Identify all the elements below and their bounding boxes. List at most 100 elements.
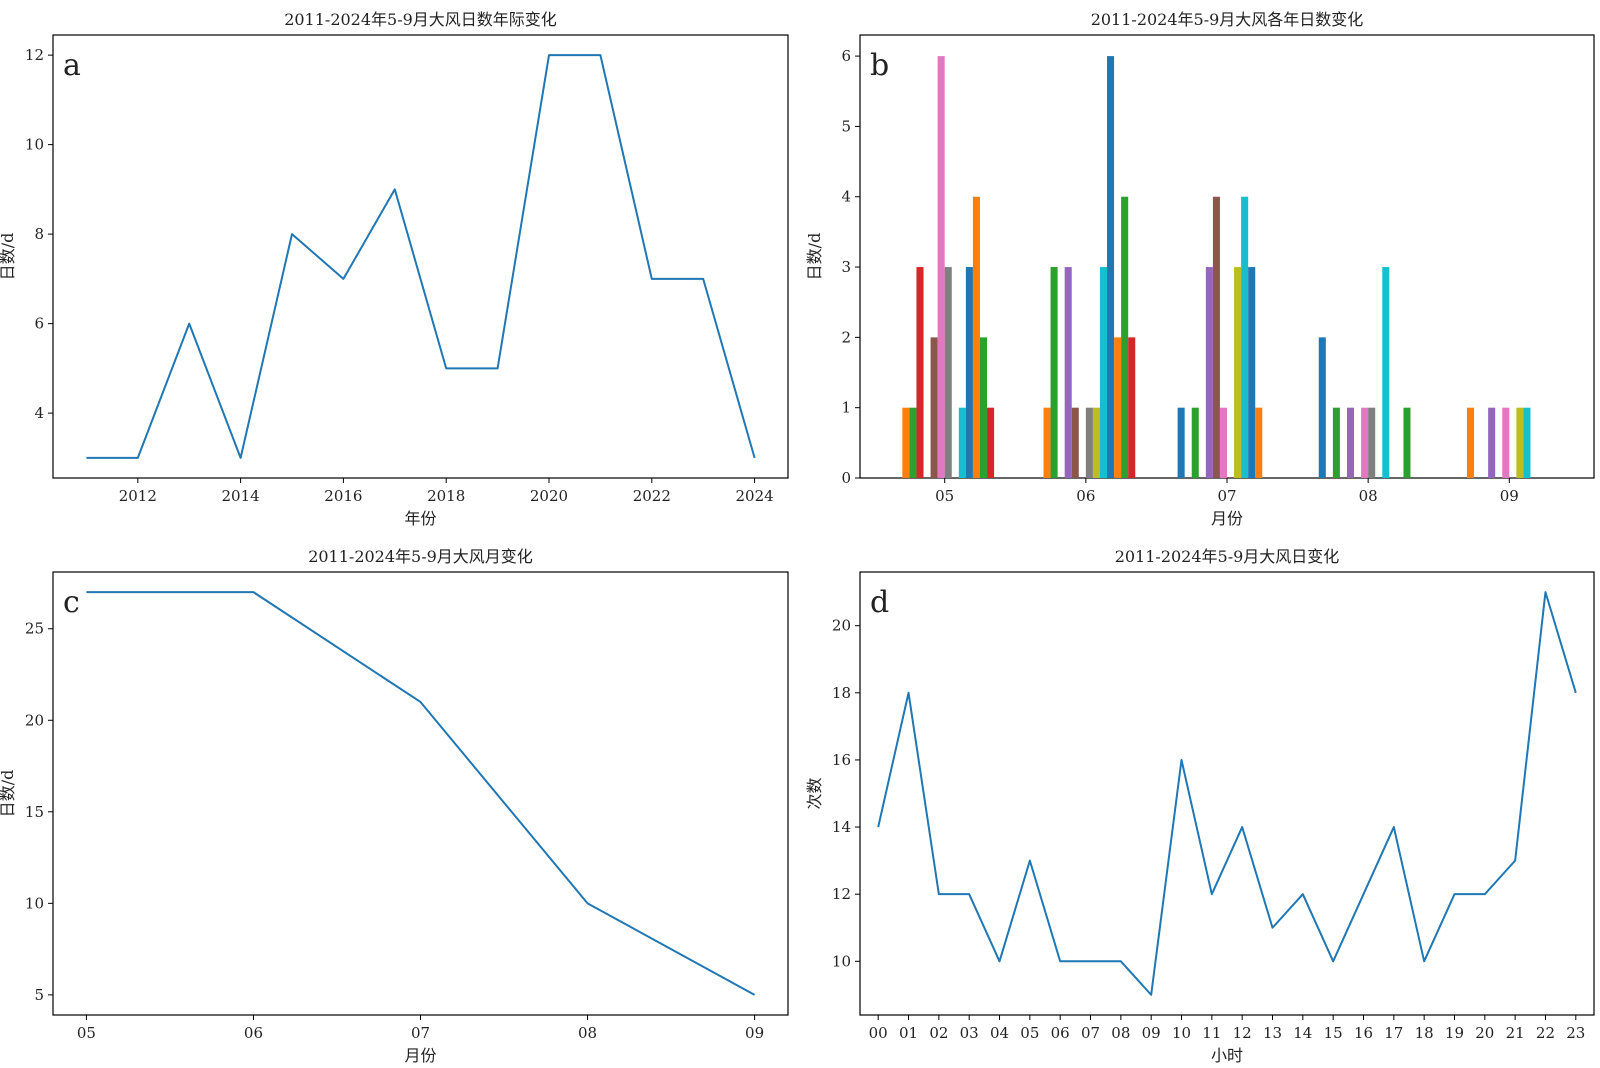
data-point (702, 278, 704, 280)
data-point (85, 591, 87, 593)
panel-label: c (63, 585, 80, 620)
x-tick-label: 18 (1415, 1024, 1434, 1042)
y-tick-label: 20 (25, 711, 44, 729)
bar (1318, 337, 1326, 478)
y-tick-label: 25 (25, 620, 44, 638)
x-tick-label: 22 (1536, 1024, 1555, 1042)
x-tick-label: 10 (1172, 1024, 1191, 1042)
bar (979, 337, 988, 478)
bar (1085, 407, 1093, 478)
x-tick-label: 01 (899, 1024, 918, 1042)
data-point (599, 54, 601, 56)
x-axis-label: 月份 (1211, 509, 1243, 528)
x-tick-label: 00 (869, 1024, 888, 1042)
data-point (1120, 960, 1122, 962)
y-tick-label: 16 (832, 751, 851, 769)
bar (1361, 407, 1369, 478)
y-tick-label: 6 (34, 315, 44, 333)
x-tick-label: 14 (1293, 1024, 1312, 1042)
bar (1248, 267, 1256, 478)
bar (937, 56, 945, 478)
data-point (651, 278, 653, 280)
data-point (342, 278, 344, 280)
bar (958, 407, 966, 478)
bar (1177, 407, 1185, 478)
y-axis-label: 日数/d (805, 233, 824, 281)
bar (1234, 267, 1242, 478)
bar (902, 407, 910, 478)
x-tick-label: 2014 (222, 487, 260, 505)
x-tick-label: 12 (1233, 1024, 1252, 1042)
bar (1050, 267, 1058, 478)
x-tick-label: 17 (1384, 1024, 1403, 1042)
y-tick-label: 14 (832, 818, 851, 836)
y-tick-label: 3 (841, 258, 851, 276)
y-tick-label: 10 (832, 952, 851, 970)
data-point (1332, 960, 1334, 962)
data-point (1302, 893, 1304, 895)
data-point (1181, 759, 1183, 761)
x-tick-label: 06 (1076, 487, 1095, 505)
y-tick-label: 0 (841, 469, 851, 487)
data-point (1575, 692, 1577, 694)
x-tick-label: 09 (745, 1024, 764, 1042)
x-tick-label: 11 (1202, 1024, 1221, 1042)
data-point (420, 701, 422, 703)
x-tick-label: 21 (1506, 1024, 1525, 1042)
y-tick-label: 5 (841, 117, 851, 135)
data-point (1090, 960, 1092, 962)
bar (1191, 407, 1199, 478)
bar (930, 337, 938, 478)
x-tick-label: 2012 (119, 487, 157, 505)
data-point (240, 457, 242, 459)
panel-label: d (870, 585, 889, 620)
x-tick-label: 08 (1111, 1024, 1130, 1042)
y-axis-label: 日数/d (0, 233, 17, 281)
data-point (394, 188, 396, 190)
bar (965, 267, 973, 478)
x-tick-label: 07 (411, 1024, 430, 1042)
data-point (137, 457, 139, 459)
y-axis-label: 日数/d (0, 770, 17, 818)
bar (972, 196, 980, 478)
data-point (1423, 960, 1425, 962)
x-tick-label: 23 (1566, 1024, 1585, 1042)
chart-title: 2011-2024年5-9月大风月变化 (308, 547, 533, 566)
series-line (86, 591, 756, 996)
data-point (1271, 927, 1273, 929)
x-tick-label: 16 (1354, 1024, 1373, 1042)
data-point (754, 457, 756, 459)
x-tick-label: 05 (935, 487, 954, 505)
x-tick-label: 13 (1263, 1024, 1282, 1042)
x-tick-label: 09 (1500, 487, 1519, 505)
x-tick-label: 05 (77, 1024, 96, 1042)
x-tick-label: 2022 (633, 487, 671, 505)
bar (1092, 407, 1100, 478)
x-tick-label: 03 (960, 1024, 979, 1042)
x-tick-label: 09 (1142, 1024, 1161, 1042)
axes-frame (52, 571, 789, 1016)
bar (1488, 407, 1496, 478)
bar (1064, 267, 1072, 478)
series-line (86, 54, 756, 459)
chart-title: 2011-2024年5-9月大风各年日数变化 (1091, 10, 1364, 29)
x-tick-label: 02 (929, 1024, 948, 1042)
panel-label: a (63, 48, 81, 83)
x-tick-label: 06 (1051, 1024, 1070, 1042)
data-point (1393, 826, 1395, 828)
data-point (968, 893, 970, 895)
data-point (188, 323, 190, 325)
bar (1255, 407, 1263, 478)
bar (1043, 407, 1051, 478)
series-line (877, 591, 1577, 996)
data-point (938, 893, 940, 895)
bar (1516, 407, 1524, 478)
chart-title: 2011-2024年5-9月大风日变化 (1115, 547, 1340, 566)
x-axis-label: 月份 (404, 1046, 436, 1065)
bar (1114, 337, 1122, 478)
x-tick-label: 08 (578, 1024, 597, 1042)
bar (944, 267, 952, 478)
data-point (908, 692, 910, 694)
